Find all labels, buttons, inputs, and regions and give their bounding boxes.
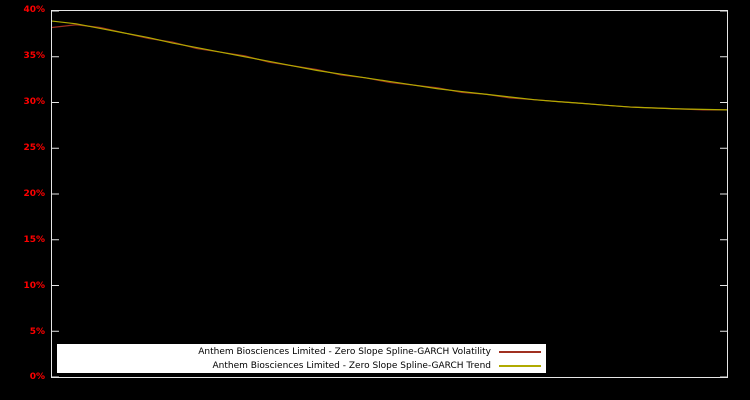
y-tick-label: 0% xyxy=(29,372,45,382)
plot-area xyxy=(51,10,728,378)
legend-line-sample-volatility xyxy=(499,350,541,353)
y-tick-label: 40% xyxy=(23,5,45,15)
y-tick-label: 5% xyxy=(29,327,45,337)
series-line xyxy=(52,24,727,111)
y-tick-label: 15% xyxy=(23,235,45,245)
legend-item-volatility: Anthem Biosciences Limited - Zero Slope … xyxy=(57,345,546,359)
y-tick-label: 35% xyxy=(23,51,45,61)
y-tick-label: 25% xyxy=(23,143,45,153)
chart-svg xyxy=(52,11,727,377)
series-line xyxy=(52,20,727,111)
legend-label-trend: Anthem Biosciences Limited - Zero Slope … xyxy=(212,360,491,371)
y-tick-label: 10% xyxy=(23,281,45,291)
legend-label-volatility: Anthem Biosciences Limited - Zero Slope … xyxy=(198,346,491,357)
y-tick-label: 20% xyxy=(23,189,45,199)
legend-item-trend: Anthem Biosciences Limited - Zero Slope … xyxy=(57,359,546,373)
y-tick-label: 30% xyxy=(23,97,45,107)
legend-line-sample-trend xyxy=(499,364,541,367)
chart-legend: Anthem Biosciences Limited - Zero Slope … xyxy=(57,344,546,373)
